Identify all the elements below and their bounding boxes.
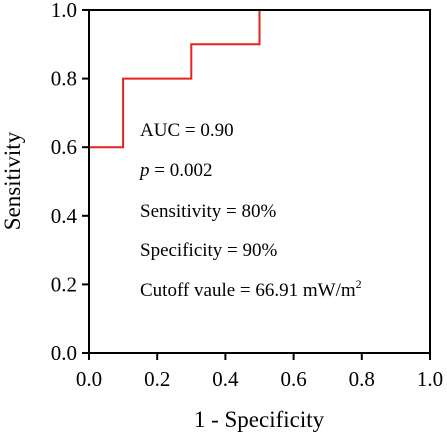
x-tick-label-5: 1.0 — [417, 367, 443, 391]
x-tick-label-0: 0.0 — [76, 367, 102, 391]
x-tick-label-4: 0.8 — [349, 367, 375, 391]
y-tick-label-5: 1.0 — [51, 0, 77, 22]
y-tick-label-0: 0.0 — [51, 341, 77, 365]
y-tick-label-3: 0.6 — [51, 135, 77, 159]
y-tick-label-1: 0.2 — [51, 272, 77, 296]
ticks — [82, 9, 431, 360]
annotation-cutoff-superscript: 2 — [356, 277, 362, 291]
x-tick-label-1: 0.2 — [144, 367, 170, 391]
x-axis-label: 1 - Specificity — [194, 407, 325, 432]
plot-frame — [88, 9, 431, 354]
annotation-specificity: Specificity = 90% — [140, 240, 278, 261]
x-tick-label-3: 0.6 — [280, 367, 306, 391]
annotation-auc: AUC = 0.90 — [140, 120, 234, 141]
annotation-cutoff-text: Cutoff vaule = 66.91 mW/m — [140, 280, 356, 301]
annotation-p-number: = 0.002 — [150, 160, 213, 181]
roc-curve-line — [89, 10, 261, 149]
annotation-sensitivity: Sensitivity = 80% — [140, 201, 277, 222]
x-tick-label-2: 0.4 — [212, 367, 239, 391]
annotation-cutoff: Cutoff vaule = 66.91 mW/m2 — [140, 277, 362, 301]
annotation-p-symbol: p — [138, 160, 150, 181]
y-axis-label: Sensitivity — [0, 131, 25, 230]
y-tick-label-4: 0.8 — [51, 67, 77, 91]
annotation-p-value: p = 0.002 — [138, 160, 212, 181]
tick-labels: 0.0 0.2 0.4 0.6 0.8 1.0 0.0 0.2 0.4 0.6 0.8 1.0 — [51, 0, 443, 391]
y-tick-label-2: 0.4 — [51, 204, 78, 228]
